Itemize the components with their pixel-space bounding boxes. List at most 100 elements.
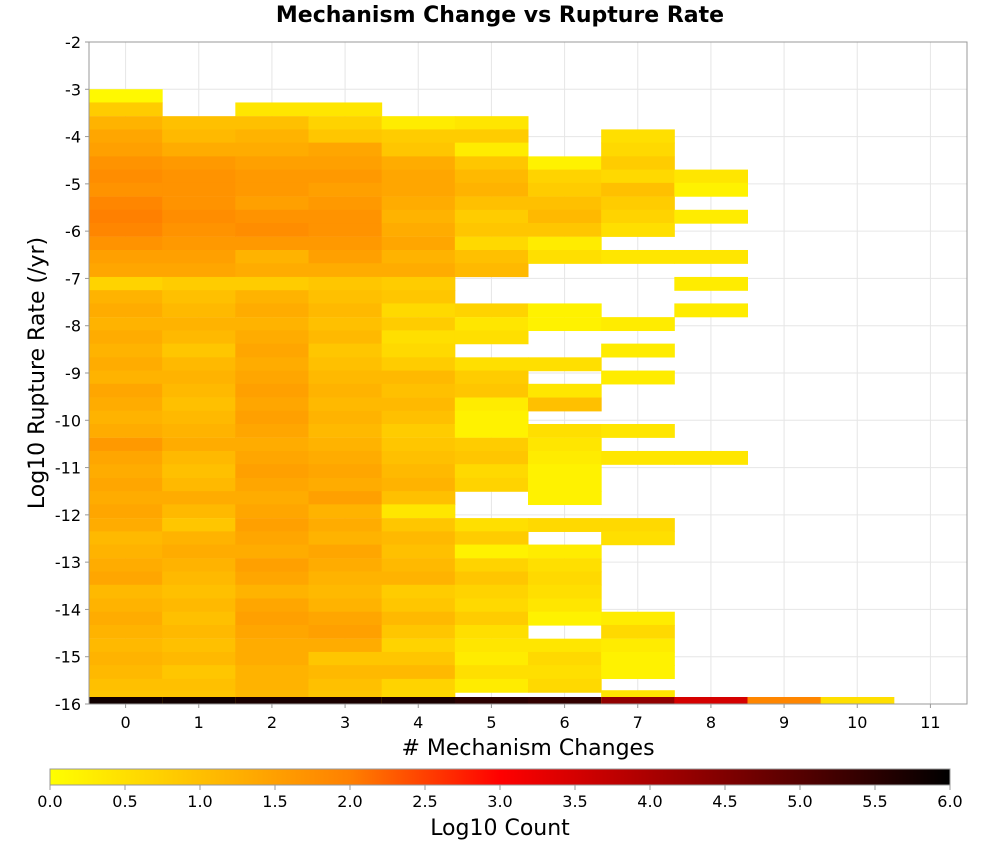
heatmap-cell bbox=[162, 450, 236, 465]
heatmap-cell bbox=[235, 169, 309, 184]
heatmap-cell bbox=[89, 156, 163, 171]
heatmap-cell bbox=[528, 518, 602, 532]
heatmap-cell bbox=[235, 236, 309, 251]
heatmap-cell bbox=[528, 571, 602, 586]
heatmap-cell bbox=[162, 236, 236, 251]
heatmap-cell bbox=[162, 697, 236, 705]
heatmap-cell bbox=[601, 223, 675, 237]
colorbar-tick-label: 4.0 bbox=[637, 792, 662, 811]
heatmap-cell bbox=[528, 249, 602, 264]
y-tick-label: -9 bbox=[65, 364, 81, 383]
heatmap-cell bbox=[454, 584, 529, 599]
heatmap-cell bbox=[162, 410, 236, 425]
heatmap-cell bbox=[235, 544, 309, 559]
colorbar-tick-label: 4.5 bbox=[712, 792, 737, 811]
heatmap-cell bbox=[308, 638, 383, 653]
heatmap-cell bbox=[528, 169, 602, 184]
heatmap-cell bbox=[601, 209, 675, 224]
heatmap-cell bbox=[528, 223, 602, 237]
heatmap-cell bbox=[162, 383, 236, 398]
heatmap-cell bbox=[381, 169, 456, 184]
heatmap-cell bbox=[89, 491, 163, 506]
heatmap-cell bbox=[381, 464, 456, 479]
heatmap-cell bbox=[89, 383, 163, 398]
heatmap-cell bbox=[601, 531, 675, 546]
heatmap-cell bbox=[162, 317, 236, 332]
y-tick-label: -10 bbox=[55, 411, 81, 430]
heatmap-cell bbox=[235, 317, 309, 332]
heatmap-cell bbox=[308, 303, 383, 318]
heatmap-cell bbox=[454, 182, 529, 197]
x-tick-label: 2 bbox=[267, 713, 277, 732]
heatmap-cell bbox=[308, 223, 383, 237]
heatmap-cell bbox=[89, 697, 163, 705]
colorbar-ticks: 0.0 0.5 1.0 1.5 2.0 2.5 3.0 3.5 4.0 4.5 5.0 5.5 6.0 bbox=[37, 785, 963, 811]
heatmap-cell bbox=[235, 477, 309, 492]
y-axis-label: Log10 Rupture Rate (/yr) bbox=[25, 237, 50, 509]
heatmap-cell bbox=[162, 156, 236, 171]
heatmap-cell bbox=[162, 423, 236, 438]
y-tick-label: -6 bbox=[65, 222, 81, 241]
heatmap-cell bbox=[308, 410, 383, 425]
heatmap-cell bbox=[674, 303, 748, 318]
heatmap-cell bbox=[235, 383, 309, 398]
heatmap-cell bbox=[89, 249, 163, 264]
heatmap-cell bbox=[454, 263, 529, 278]
y-tick-label: -13 bbox=[55, 553, 81, 572]
heatmap-cell bbox=[454, 196, 529, 211]
heatmap-cell bbox=[89, 236, 163, 251]
heatmap-cell bbox=[454, 678, 529, 693]
heatmap-cell bbox=[89, 477, 163, 492]
x-axis-label: # Mechanism Changes bbox=[401, 736, 654, 761]
heatmap-cell bbox=[381, 638, 456, 653]
heatmap-cell bbox=[528, 196, 602, 211]
colorbar-tick-label: 2.5 bbox=[412, 792, 437, 811]
heatmap-cell bbox=[308, 357, 383, 372]
heatmap-cell bbox=[235, 249, 309, 264]
heatmap-cell bbox=[162, 343, 236, 358]
heatmap-cell bbox=[162, 491, 236, 506]
heatmap-cell bbox=[235, 624, 309, 639]
heatmap-cell bbox=[454, 423, 529, 438]
heatmap-cell bbox=[89, 558, 163, 573]
heatmap-cell bbox=[308, 571, 383, 586]
heatmap-cell bbox=[308, 531, 383, 546]
y-tick-label: -14 bbox=[55, 600, 81, 619]
heatmap-cell bbox=[454, 116, 529, 131]
heatmap-cell bbox=[235, 196, 309, 211]
heatmap-cell bbox=[89, 624, 163, 639]
heatmap-cell bbox=[454, 477, 529, 492]
heatmap-cell bbox=[235, 697, 309, 705]
heatmap-cell bbox=[454, 518, 529, 532]
colorbar-tick-label: 5.0 bbox=[787, 792, 812, 811]
heatmap-cell bbox=[235, 531, 309, 546]
heatmap-cell bbox=[162, 531, 236, 546]
heatmap-cell bbox=[454, 450, 529, 465]
heatmap-cell bbox=[235, 423, 309, 438]
heatmap-cell bbox=[162, 584, 236, 599]
heatmap-cell bbox=[381, 584, 456, 599]
heatmap-cell bbox=[601, 450, 675, 465]
heatmap-cell bbox=[235, 223, 309, 237]
heatmap-cell bbox=[235, 638, 309, 653]
y-tick-label: -12 bbox=[55, 506, 81, 525]
colorbar-tick-label: 6.0 bbox=[937, 792, 962, 811]
x-tick-label: 4 bbox=[413, 713, 423, 732]
heatmap-cell bbox=[308, 464, 383, 479]
heatmap-cell bbox=[381, 450, 456, 465]
heatmap-cell bbox=[381, 249, 456, 264]
chart-title: Mechanism Change vs Rupture Rate bbox=[276, 3, 724, 28]
heatmap-cell bbox=[162, 397, 236, 412]
heatmap-cell bbox=[601, 182, 675, 197]
heatmap-cell bbox=[454, 651, 529, 666]
heatmap-cell bbox=[528, 423, 602, 438]
heatmap-cell bbox=[381, 156, 456, 171]
heatmap-cell bbox=[308, 624, 383, 639]
heatmap-cell bbox=[162, 196, 236, 211]
heatmap-cell bbox=[308, 370, 383, 385]
heatmap-cell bbox=[381, 129, 456, 144]
heatmap-cell bbox=[235, 678, 309, 693]
heatmap-cell bbox=[162, 598, 236, 613]
heatmap-cell bbox=[89, 370, 163, 385]
heatmap-cell bbox=[308, 383, 383, 398]
